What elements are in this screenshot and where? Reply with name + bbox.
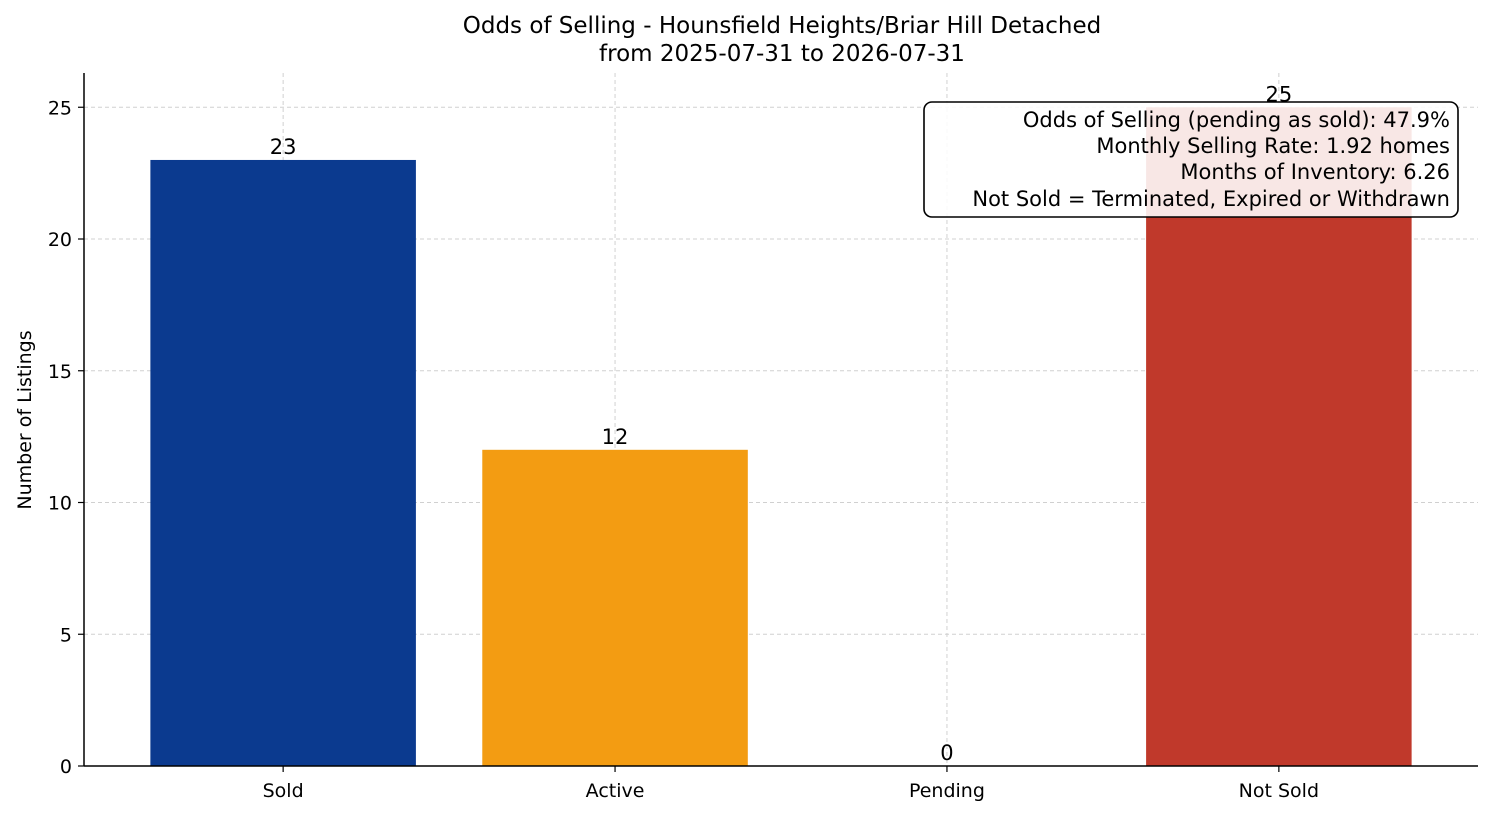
x-tick-label-pending: Pending <box>909 780 985 802</box>
y-axis-label: Number of Listings <box>14 330 36 509</box>
value-label-pending: 0 <box>940 741 953 765</box>
info-line-odds: Odds of Selling (pending as sold): 47.9% <box>1023 108 1450 132</box>
y-tick-label: 20 <box>48 229 72 251</box>
chart-title: Odds of Selling - Hounsfield Heights/Bri… <box>463 13 1102 39</box>
bar-sold <box>150 159 416 767</box>
x-tick-label-not-sold: Not Sold <box>1239 780 1319 802</box>
value-label-sold: 23 <box>270 135 297 159</box>
y-tick-label: 25 <box>48 97 72 119</box>
chart-subtitle: from 2025-07-31 to 2026-07-31 <box>599 41 965 67</box>
info-line-inventory: Months of Inventory: 6.26 <box>1180 160 1450 184</box>
axis-layer: 0 5 10 15 20 25 Sold Active Pending Not Sold <box>48 73 1478 802</box>
bar-layer <box>150 107 1412 767</box>
y-tick-label: 0 <box>60 756 72 778</box>
value-label-active: 12 <box>602 425 629 449</box>
info-box: Odds of Selling (pending as sold): 47.9%… <box>923 101 1459 218</box>
info-line-selling-rate: Monthly Selling Rate: 1.92 homes <box>1096 134 1450 158</box>
y-tick-label: 5 <box>60 624 72 646</box>
info-line-not-sold-note: Not Sold = Terminated, Expired or Withdr… <box>972 187 1450 211</box>
info-box-frame <box>923 101 1459 218</box>
y-tick-label: 15 <box>48 361 72 383</box>
bar-active <box>482 449 748 766</box>
x-tick-label-active: Active <box>586 780 645 802</box>
x-tick-label-sold: Sold <box>263 780 304 802</box>
y-tick-label: 10 <box>48 493 72 515</box>
